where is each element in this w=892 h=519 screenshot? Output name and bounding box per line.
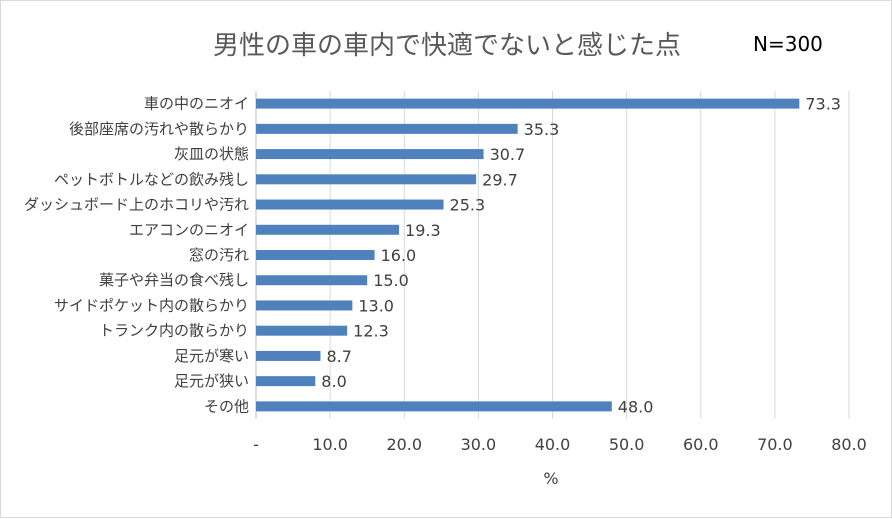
sample-size-note: N=300: [753, 32, 823, 56]
category-labels: 車の中のニオイ後部座席の汚れや散らかり灰皿の状態ペットボトルなどの飲み残しダッシ…: [24, 95, 249, 416]
category-label: サイドポケット内の散らかり: [54, 296, 249, 314]
bar: [256, 300, 353, 311]
bar: [256, 123, 518, 134]
bar: [256, 174, 477, 185]
bar: [256, 98, 800, 109]
data-label: 12.3: [353, 322, 389, 341]
category-label: ペットボトルなどの飲み残し: [54, 170, 249, 188]
category-label: トランク内の散らかり: [99, 322, 249, 340]
value-labels: 73.3 35.3 30.7 29.7 25.3 19.3 16.0 15.0 13.0 12.3…: [321, 95, 841, 417]
bar: [256, 376, 316, 387]
x-tick-label: 30.0: [461, 435, 497, 454]
data-label: 8.0: [321, 372, 346, 391]
data-label: 15.0: [373, 271, 409, 290]
category-label: 足元が寒い: [174, 347, 249, 365]
x-tick-label: 10.0: [312, 435, 348, 454]
data-label: 29.7: [482, 170, 518, 189]
data-label: 48.0: [618, 397, 654, 416]
x-tick-label: 40.0: [535, 435, 571, 454]
data-label: 19.3: [405, 221, 441, 240]
chart-title: 男性の車の車内で快適でないと感じた点: [213, 31, 682, 61]
data-label: 25.3: [450, 196, 486, 215]
bar: [256, 401, 612, 412]
x-tick-label: 70.0: [757, 435, 793, 454]
category-label: 足元が狭い: [174, 372, 249, 390]
data-label: 13.0: [358, 296, 394, 315]
category-label: 後部座席の汚れや散らかり: [69, 120, 249, 138]
category-label: ダッシュボード上のホコリや汚れ: [24, 196, 249, 214]
data-label: 73.3: [805, 95, 841, 114]
category-label: エアコンのニオイ: [129, 221, 249, 239]
x-tick-label: 80.0: [831, 435, 867, 454]
data-label: 16.0: [381, 246, 417, 265]
data-label: 30.7: [490, 145, 526, 164]
gridlines: [255, 91, 850, 419]
bar: [256, 250, 375, 260]
bar: [256, 350, 321, 361]
bar: [256, 199, 444, 210]
category-label: 車の中のニオイ: [144, 95, 249, 113]
x-tick-label: -: [253, 435, 259, 454]
x-axis-title: %: [543, 469, 558, 488]
category-label: 灰皿の状態: [174, 145, 249, 163]
bar: [256, 325, 348, 336]
x-tick-label: 50.0: [609, 435, 645, 454]
x-tick-labels: - 10.0 20.0 30.0 40.0 50.0 60.0 70.0 80.0: [253, 435, 867, 454]
bar: [256, 224, 400, 235]
data-label: 8.7: [326, 347, 351, 366]
x-tick-label: 20.0: [386, 435, 422, 454]
bar: [256, 275, 368, 286]
bar: [256, 149, 484, 160]
data-label: 35.3: [524, 120, 560, 139]
category-label: その他: [204, 397, 249, 415]
x-tick-label: 60.0: [683, 435, 719, 454]
category-label: 菓子や弁当の食べ残し: [99, 271, 249, 289]
bars: [256, 98, 800, 412]
category-label: 窓の汚れ: [189, 246, 249, 264]
